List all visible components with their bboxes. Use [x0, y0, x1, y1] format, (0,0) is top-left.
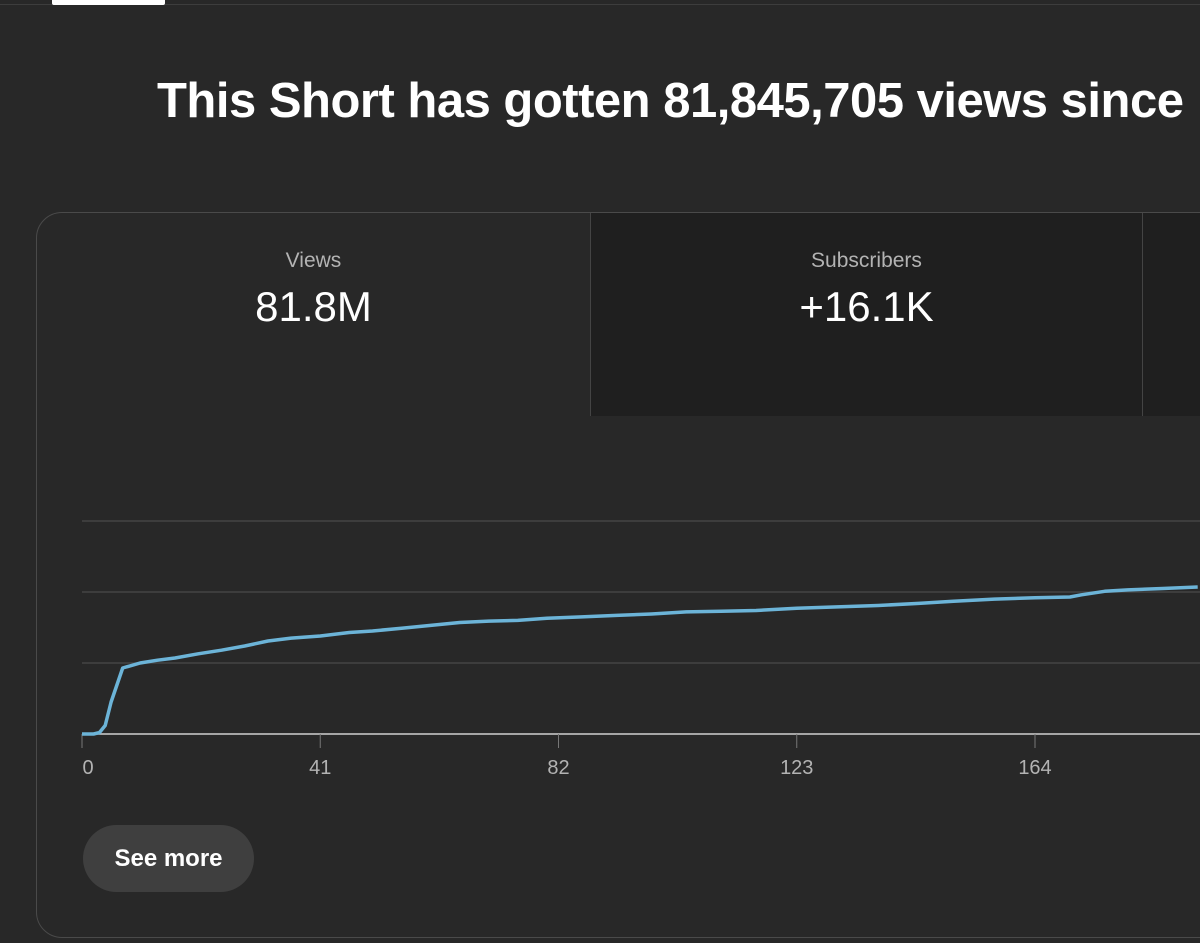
top-divider: [0, 4, 1200, 5]
page-title: This Short has gotten 81,845,705 views s…: [157, 74, 1184, 128]
x-tick-label: 164: [1018, 757, 1051, 779]
views-series-line: [82, 585, 1198, 736]
third-metric-tab[interactable]: [1143, 213, 1200, 416]
x-tick-label: 123: [780, 757, 813, 779]
views-value: 81.8M: [255, 283, 372, 330]
x-tick-label: 82: [547, 757, 569, 779]
x-tick-label: 41: [309, 757, 331, 779]
see-more-button[interactable]: See more: [83, 825, 254, 892]
views-line-chart: 0 41 82 123 164: [81, 520, 1200, 779]
active-tab-indicator: [52, 0, 165, 5]
subscribers-value: +16.1K: [799, 283, 934, 330]
x-tick-label: 0: [82, 757, 93, 779]
subscribers-label: Subscribers: [811, 249, 922, 272]
views-metric-tab[interactable]: Views 81.8M: [37, 213, 590, 416]
subscribers-metric-tab[interactable]: Subscribers +16.1K: [590, 213, 1143, 416]
analytics-card: Views 81.8M Subscribers +16.1K: [36, 212, 1200, 938]
views-label: Views: [285, 249, 342, 272]
